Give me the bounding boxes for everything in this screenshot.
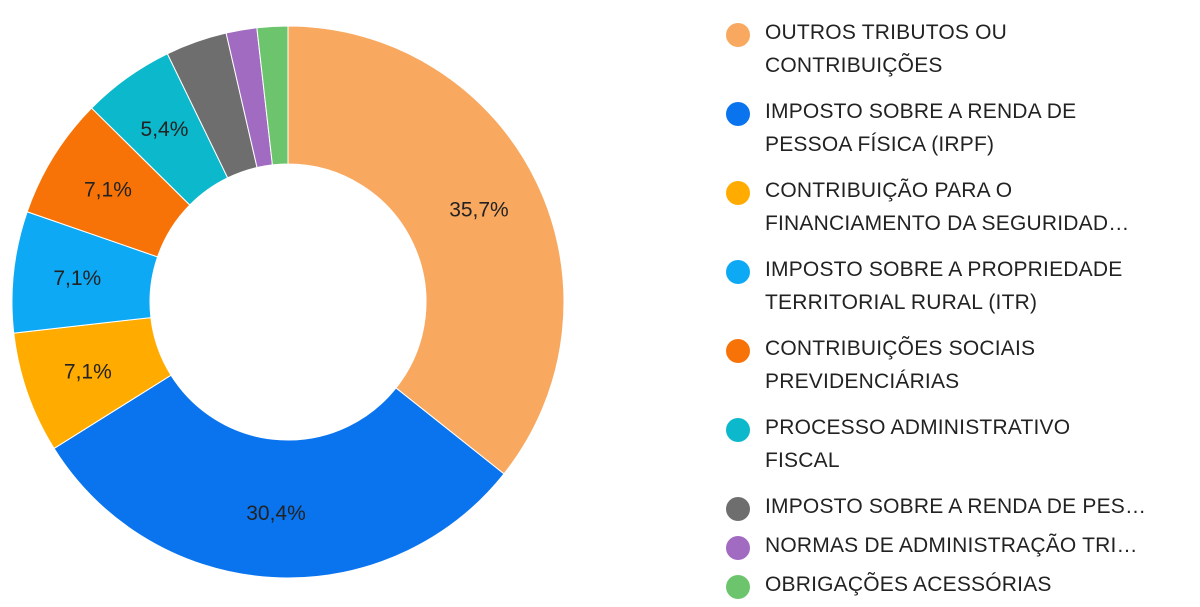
slice-1[interactable] xyxy=(53,374,505,579)
legend-swatch-icon xyxy=(726,418,750,442)
legend-swatch-icon xyxy=(726,260,750,284)
legend-swatch-icon xyxy=(726,575,750,599)
legend-label-line-0: IMPOSTO SOBRE A PROPRIEDADE xyxy=(765,258,1123,281)
legend-swatch-icon xyxy=(726,536,750,560)
slice-label-2: 7,1% xyxy=(64,360,112,383)
legend: OUTROS TRIBUTOS OU CONTRIBUIÇÕES IMPOSTO S… xyxy=(726,16,1196,607)
legend-label-line-1: PREVIDENCIÁRIAS xyxy=(765,370,960,393)
legend-label-line-1: TERRITORIAL RURAL (ITR) xyxy=(765,291,1038,314)
slice-labels-group: 35,7% 30,4% 7,1% 7,1% 7,1% 5,4% xyxy=(53,118,508,525)
legend-swatch-icon xyxy=(726,23,750,47)
legend-label-line-0: OBRIGAÇÕES ACESSÓRIAS xyxy=(765,573,1052,596)
legend-item-6[interactable]: IMPOSTO SOBRE A RENDA DE PES… xyxy=(726,490,1196,523)
legend-label-line-1: CONTRIBUIÇÕES xyxy=(765,54,943,77)
legend-item-1[interactable]: IMPOSTO SOBRE A RENDA DE PESSOA FÍSICA (I… xyxy=(726,95,1196,161)
legend-item-4[interactable]: CONTRIBUIÇÕES SOCIAIS PREVIDENCIÁRIAS xyxy=(726,332,1196,398)
legend-swatch-icon xyxy=(726,181,750,205)
legend-label-line-0: IMPOSTO SOBRE A RENDA DE PES… xyxy=(765,495,1147,518)
legend-item-8[interactable]: OBRIGAÇÕES ACESSÓRIAS xyxy=(726,568,1196,601)
slice-label-3: 7,1% xyxy=(53,267,101,290)
slice-label-0: 35,7% xyxy=(449,198,509,221)
legend-label-line-1: FINANCIAMENTO DA SEGURIDAD… xyxy=(765,212,1130,235)
donut-chart-svg: 35,7% 30,4% 7,1% 7,1% 7,1% 5,4% xyxy=(11,25,565,579)
legend-label-line-0: CONTRIBUIÇÕES SOCIAIS xyxy=(765,337,1036,360)
legend-item-3[interactable]: IMPOSTO SOBRE A PROPRIEDADE TERRITORIAL R… xyxy=(726,253,1196,319)
legend-label-line-0: PROCESSO ADMINISTRATIVO xyxy=(765,416,1071,439)
slice-label-1: 30,4% xyxy=(246,502,306,525)
legend-label-line-0: CONTRIBUIÇÃO PARA O xyxy=(765,179,1013,202)
slice-0[interactable] xyxy=(287,25,565,475)
legend-swatch-icon xyxy=(726,339,750,363)
legend-label-line-0: NORMAS DE ADMINISTRAÇÃO TRI… xyxy=(765,534,1138,557)
legend-swatch-icon xyxy=(726,497,750,521)
legend-label-line-0: OUTROS TRIBUTOS OU xyxy=(765,21,1008,44)
legend-item-5[interactable]: PROCESSO ADMINISTRATIVO FISCAL xyxy=(726,411,1196,477)
legend-item-2[interactable]: CONTRIBUIÇÃO PARA O FINANCIAMENTO DA SEGU… xyxy=(726,174,1196,240)
slice-label-5: 5,4% xyxy=(141,118,189,141)
donut-chart: 35,7% 30,4% 7,1% 7,1% 7,1% 5,4% xyxy=(0,0,600,590)
legend-label-line-1: FISCAL xyxy=(765,449,840,472)
legend-item-7[interactable]: NORMAS DE ADMINISTRAÇÃO TRI… xyxy=(726,529,1196,562)
legend-item-0[interactable]: OUTROS TRIBUTOS OU CONTRIBUIÇÕES xyxy=(726,16,1196,82)
legend-label-line-1: PESSOA FÍSICA (IRPF) xyxy=(765,133,995,156)
slice-8[interactable] xyxy=(256,25,289,166)
slices-group xyxy=(11,25,565,579)
legend-swatch-icon xyxy=(726,102,750,126)
slice-label-4: 7,1% xyxy=(84,179,132,202)
legend-label-line-0: IMPOSTO SOBRE A RENDA DE xyxy=(765,100,1077,123)
